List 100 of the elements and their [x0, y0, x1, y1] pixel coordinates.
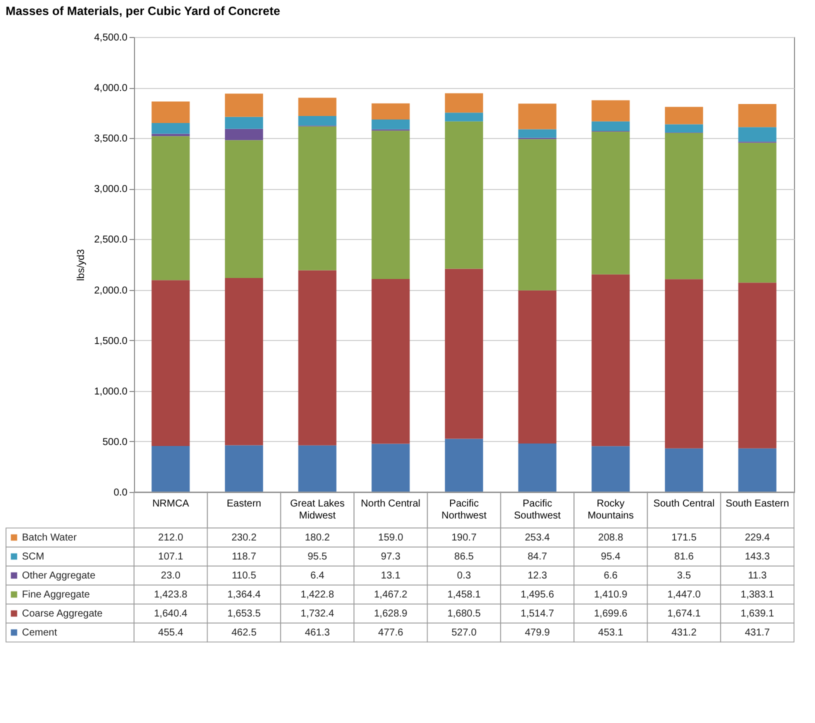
- x-tick-label: North Central: [360, 498, 420, 510]
- legend-label: SCM: [22, 552, 44, 562]
- bar: [372, 444, 410, 492]
- data-label: 1,447.0: [667, 590, 702, 600]
- bar: [664, 124, 704, 132]
- bar: [518, 290, 556, 444]
- data-label: 1,467.2: [374, 590, 408, 600]
- bar: [152, 446, 190, 492]
- x-tick-label: South Central: [653, 498, 715, 510]
- bar: [224, 128, 264, 140]
- y-tick-label: 0.0: [114, 488, 128, 498]
- data-label: 107.1: [158, 552, 184, 562]
- data-label: 229.4: [744, 532, 770, 544]
- chart-title: Masses of Materials, per Cubic Yard of Concrete: [6, 4, 280, 18]
- bar: [664, 448, 704, 492]
- data-label: 1,410.9: [594, 590, 628, 600]
- bar: [444, 93, 484, 113]
- bar: [444, 438, 484, 492]
- data-label: 431.2: [671, 628, 697, 638]
- data-label: 171.5: [671, 532, 697, 544]
- data-label: 431.7: [744, 628, 770, 638]
- data-label: 479.9: [524, 628, 550, 638]
- bar: [592, 446, 630, 492]
- bar: [664, 279, 704, 448]
- data-label: 1,699.6: [594, 608, 628, 620]
- data-label: 12.3: [528, 570, 548, 582]
- bar: [444, 112, 484, 122]
- y-tick-label: 1,000.0: [94, 386, 128, 398]
- bar: [444, 121, 484, 269]
- bar: [224, 94, 264, 117]
- data-label: 159.0: [378, 532, 404, 544]
- y-tick-label: 4,000.0: [94, 83, 128, 94]
- data-label: 1,628.9: [374, 608, 408, 620]
- data-label: 190.7: [451, 532, 477, 544]
- data-label: 1,364.4: [227, 590, 262, 600]
- data-label: 230.2: [231, 532, 257, 544]
- data-label: 81.6: [674, 552, 694, 562]
- bar: [518, 129, 556, 138]
- x-tick-label: Pacific Southwest: [514, 498, 561, 522]
- bar: [298, 270, 336, 446]
- bar: [518, 443, 556, 492]
- bar: [592, 132, 630, 274]
- data-label: 23.0: [160, 570, 181, 582]
- y-tick-label: 3,500.0: [94, 134, 128, 145]
- data-label: 143.3: [744, 552, 770, 562]
- bar: [444, 268, 484, 439]
- y-tick-label: 4,500.0: [94, 32, 128, 44]
- data-label: 1,680.5: [447, 608, 482, 620]
- data-label: 13.1: [380, 570, 401, 582]
- bar: [298, 116, 336, 126]
- data-label: 1,514.7: [520, 608, 554, 620]
- bar: [592, 274, 630, 446]
- bar: [518, 139, 556, 290]
- bar: [372, 130, 410, 280]
- y-tick-label: 2,000.0: [94, 285, 128, 296]
- data-label: 1,640.4: [154, 608, 188, 620]
- y-tick-label: 2,500.0: [94, 234, 128, 246]
- data-label: 11.3: [748, 570, 768, 582]
- bar: [372, 103, 410, 120]
- data-label: 1,653.5: [227, 608, 262, 620]
- data-label: 208.8: [598, 532, 624, 544]
- bar: [152, 280, 190, 446]
- data-label: 462.5: [231, 628, 257, 638]
- data-label: 453.1: [598, 628, 624, 638]
- x-tick-label: NRMCA: [152, 498, 190, 510]
- bar: [664, 106, 704, 124]
- data-label: 6.6: [604, 570, 618, 582]
- bar: [592, 100, 630, 122]
- bar: [372, 279, 410, 444]
- data-label: 1,639.1: [740, 608, 774, 620]
- data-label: 1,732.4: [300, 608, 334, 620]
- x-tick-label: South Eastern: [726, 498, 790, 510]
- legend-label: Fine Aggregate: [22, 590, 90, 600]
- data-label: 1,674.1: [667, 608, 702, 620]
- y-tick-label: 500.0: [102, 436, 128, 448]
- data-label: 461.3: [304, 628, 330, 638]
- bar: [152, 102, 190, 123]
- y-tick-label: 1,500.0: [94, 336, 128, 347]
- legend-label: Cement: [22, 628, 58, 638]
- x-tick-label: Great Lakes Midwest: [290, 498, 345, 522]
- data-label: 477.6: [378, 628, 404, 638]
- bar: [298, 445, 336, 492]
- data-label: 95.5: [308, 552, 328, 562]
- data-label: 212.0: [158, 532, 184, 544]
- x-tick-label: Rocky Mountains: [588, 498, 634, 522]
- legend-label: Other Aggregate: [22, 570, 96, 582]
- bar: [152, 122, 190, 134]
- y-axis-title: lbs/yd3: [76, 248, 88, 281]
- data-label: 6.4: [310, 570, 325, 582]
- data-label: 3.5: [677, 570, 692, 582]
- data-label: 253.4: [524, 532, 550, 544]
- bar: [152, 136, 190, 280]
- bar: [298, 98, 336, 116]
- bar: [738, 142, 776, 283]
- bar: [224, 278, 264, 446]
- bar: [224, 445, 264, 492]
- bar: [518, 104, 556, 130]
- data-label: 1,495.6: [520, 590, 554, 600]
- bar: [738, 282, 776, 448]
- bar: [298, 126, 336, 270]
